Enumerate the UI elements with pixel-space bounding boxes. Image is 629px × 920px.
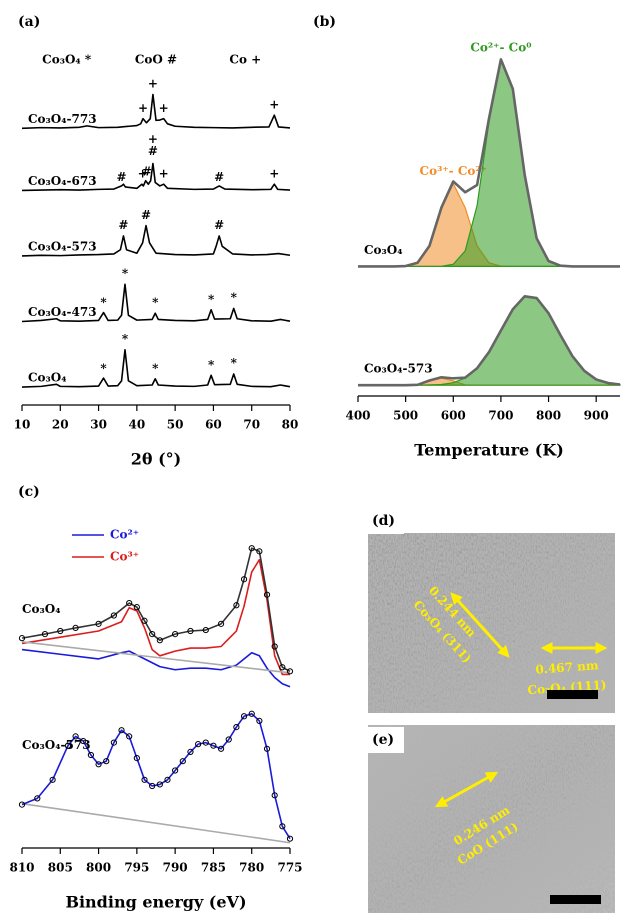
peak-marker: + — [148, 77, 158, 91]
peak-marker: # — [117, 170, 127, 184]
curve-label: Co₃O₄-573 — [28, 239, 97, 253]
peak-marker: # — [142, 165, 152, 179]
curve-label: Co₃O₄-573 — [22, 738, 91, 752]
curve — [22, 804, 290, 843]
peak-marker: # — [118, 218, 128, 232]
x-tick-label: 400 — [345, 409, 370, 423]
x-tick-label: 780 — [239, 861, 264, 875]
peak-marker: + — [269, 97, 279, 111]
panel-label: (d) — [372, 513, 395, 529]
curve — [22, 714, 290, 839]
peak-marker: * — [231, 291, 238, 305]
curve-label: Co₃O₄ — [364, 243, 403, 257]
peak-marker: * — [152, 361, 159, 375]
data-point — [287, 836, 292, 841]
scale-bar — [550, 895, 601, 904]
peak-marker: + — [269, 166, 279, 180]
peak-marker: + — [138, 101, 148, 115]
panel-label: (b) — [313, 14, 336, 30]
peak-label: Co²⁺- Co⁰ — [470, 40, 531, 54]
x-tick-label: 50 — [167, 418, 184, 432]
curve-label: Co₃O₄-573 — [364, 362, 433, 376]
x-tick-label: 80 — [282, 418, 299, 432]
peak-marker: * — [208, 292, 215, 306]
peak-marker: # — [141, 208, 151, 222]
curve — [22, 642, 290, 673]
x-tick-label: 775 — [277, 861, 302, 875]
x-tick-label: 800 — [86, 861, 111, 875]
peak-marker: + — [159, 166, 169, 180]
curve-label: Co₃O₄ — [22, 602, 61, 616]
x-tick-label: 795 — [124, 861, 149, 875]
peak-marker: * — [100, 361, 107, 375]
peak-marker: # — [214, 218, 224, 232]
panel-label: (a) — [18, 14, 40, 30]
x-tick-label: 900 — [584, 409, 609, 423]
figure: (d) 0.244 nm Co₃O₄ (311) 0.467 nm Co₃O₄ … — [0, 0, 629, 920]
curve-label: Co₃O₄-773 — [28, 112, 97, 126]
x-tick-label: 700 — [488, 409, 513, 423]
x-tick-label: 10 — [14, 418, 31, 432]
peak-area — [358, 60, 620, 267]
panel-label: (c) — [18, 484, 40, 500]
x-tick-label: 790 — [163, 861, 188, 875]
key-label: Co₃O₄ * — [42, 53, 92, 67]
x-tick-label: 600 — [441, 409, 466, 423]
peak-marker: * — [231, 356, 238, 370]
peak-marker: + — [159, 101, 169, 115]
tem-image-d: (d) 0.244 nm Co₃O₄ (311) 0.467 nm Co₃O₄ … — [368, 508, 615, 713]
peak-label: Co³⁺- Co²⁺ — [420, 164, 487, 178]
peak-marker: # — [214, 170, 224, 184]
x-tick-label: 40 — [129, 418, 146, 432]
curve-label: Co₃O₄ — [28, 371, 67, 385]
peak-marker: * — [208, 358, 215, 372]
curve-label: Co₃O₄-473 — [28, 305, 97, 319]
x-axis-label: 2θ (°) — [131, 450, 182, 469]
key-label: CoO # — [135, 53, 177, 67]
panel-label: (e) — [372, 732, 394, 748]
peak-marker: * — [122, 266, 129, 280]
x-axis-label: Binding energy (eV) — [65, 893, 246, 912]
peak-marker: * — [122, 332, 129, 346]
x-tick-label: 800 — [536, 409, 561, 423]
peak-marker: * — [100, 296, 107, 310]
legend-label: Co²⁺ — [110, 528, 139, 542]
x-tick-label: 805 — [48, 861, 73, 875]
peak-marker: + — [148, 132, 158, 146]
x-tick-label: 810 — [9, 861, 34, 875]
x-tick-label: 60 — [205, 418, 222, 432]
x-tick-label: 500 — [393, 409, 418, 423]
key-label: Co + — [229, 53, 261, 67]
data-point — [287, 669, 292, 674]
x-tick-label: 70 — [243, 418, 260, 432]
x-tick-label: 785 — [201, 861, 226, 875]
x-tick-label: 30 — [90, 418, 107, 432]
legend-label: Co³⁺ — [110, 550, 139, 564]
x-tick-label: 20 — [52, 418, 69, 432]
curve-label: Co₃O₄-673 — [28, 174, 97, 188]
scale-bar — [547, 690, 598, 699]
peak-marker: * — [152, 296, 159, 310]
tem-image-e: (e) 0.246 nm CoO (111) — [368, 725, 615, 913]
x-axis-label: Temperature (K) — [414, 441, 564, 460]
peak-marker: # — [148, 144, 158, 158]
